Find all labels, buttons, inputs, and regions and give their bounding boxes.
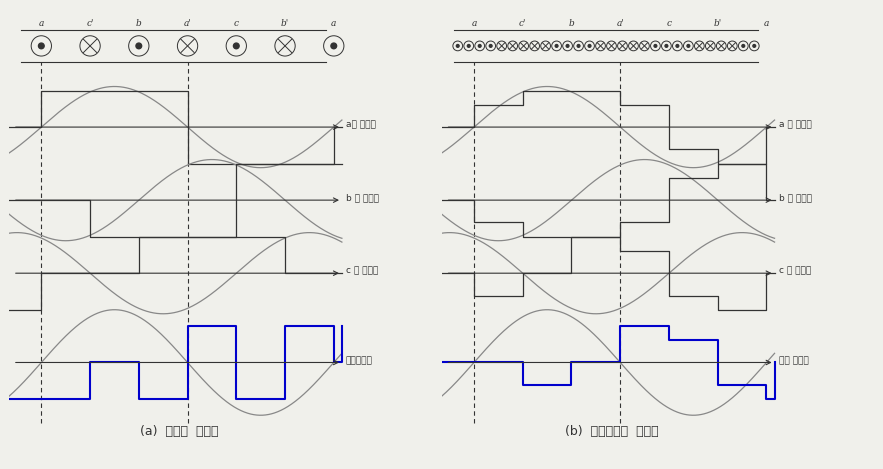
Circle shape	[588, 45, 591, 47]
Circle shape	[457, 45, 459, 47]
Text: c 상 기자력: c 상 기자력	[779, 267, 811, 276]
Circle shape	[566, 45, 569, 47]
Text: b 상 기자력: b 상 기자력	[346, 194, 379, 203]
Circle shape	[676, 45, 679, 47]
Text: c': c'	[87, 19, 94, 28]
Circle shape	[39, 43, 44, 49]
Circle shape	[233, 43, 239, 49]
Text: c 상 기자력: c 상 기자력	[346, 267, 378, 276]
Circle shape	[467, 45, 470, 47]
Circle shape	[555, 45, 558, 47]
Text: a 상 기자력: a 상 기자력	[779, 121, 811, 129]
Text: a: a	[764, 19, 769, 28]
Circle shape	[331, 43, 336, 49]
Text: 합성기자력: 합성기자력	[346, 356, 373, 365]
Text: (a)  집중권  기자력: (a) 집중권 기자력	[140, 425, 219, 439]
Text: b: b	[136, 19, 141, 28]
Circle shape	[489, 45, 492, 47]
Text: a': a'	[616, 19, 624, 28]
Circle shape	[577, 45, 580, 47]
Text: a: a	[331, 19, 336, 28]
Text: c: c	[667, 19, 671, 28]
Text: c: c	[234, 19, 238, 28]
Text: b: b	[569, 19, 574, 28]
Text: b 상 기자력: b 상 기자력	[779, 194, 811, 203]
Text: c': c'	[519, 19, 526, 28]
Text: 합성 기자력: 합성 기자력	[779, 356, 808, 365]
Circle shape	[687, 45, 690, 47]
Text: b': b'	[713, 19, 721, 28]
Circle shape	[479, 45, 481, 47]
Text: a: a	[472, 19, 477, 28]
Text: a': a'	[184, 19, 192, 28]
Circle shape	[753, 45, 756, 47]
Text: a: a	[39, 19, 44, 28]
Text: b': b'	[281, 19, 289, 28]
Circle shape	[654, 45, 657, 47]
Text: a상 기자력: a상 기자력	[346, 121, 376, 129]
Circle shape	[742, 45, 744, 47]
Text: (b)  분포단절권  기자력: (b) 분포단절권 기자력	[565, 425, 659, 439]
Circle shape	[136, 43, 141, 49]
Circle shape	[665, 45, 668, 47]
